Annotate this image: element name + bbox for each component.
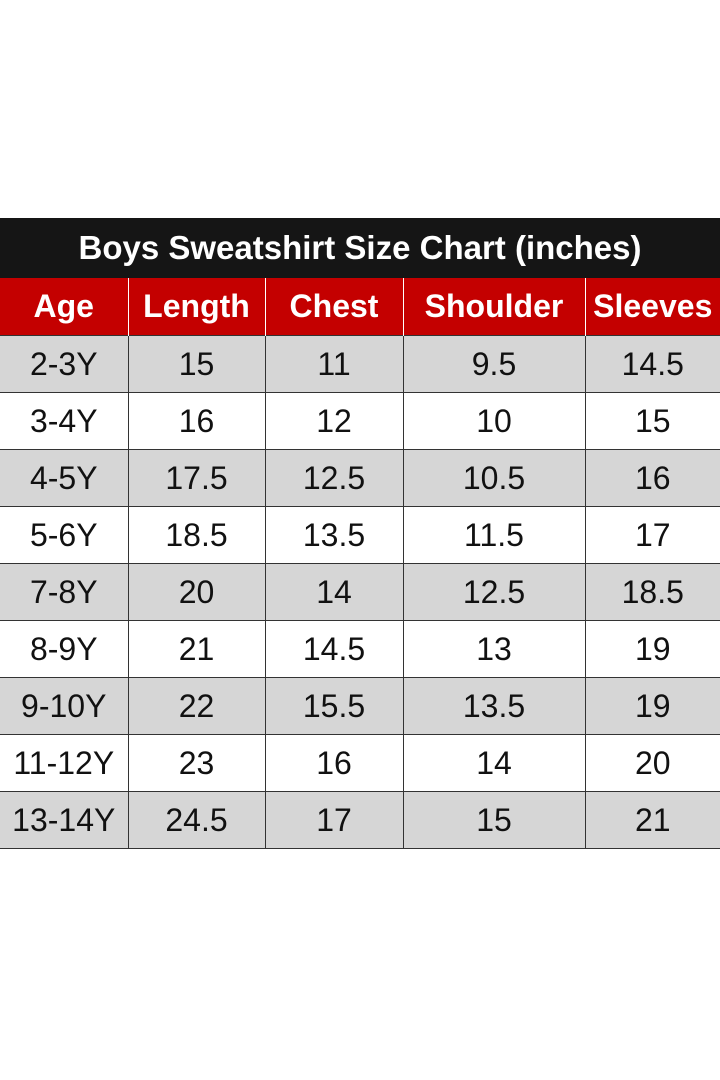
table-row: 2-3Y 15 11 9.5 14.5	[0, 335, 720, 393]
age-cell: 4-5Y	[0, 449, 129, 507]
table-row: 8-9Y 21 14.5 13 19	[0, 620, 720, 678]
header-age: Age	[0, 278, 129, 336]
sleeves-cell: 16	[584, 449, 720, 507]
table-row: 3-4Y 16 12 10 15	[0, 392, 720, 450]
length-cell: 22	[127, 677, 266, 735]
shoulder-cell: 13.5	[402, 677, 586, 735]
age-cell: 8-9Y	[0, 620, 129, 678]
chest-cell: 11	[264, 335, 404, 393]
shoulder-cell: 10.5	[402, 449, 586, 507]
table-header: Age Length Chest Shoulder Sleeves	[0, 278, 720, 336]
sleeves-cell: 19	[584, 677, 720, 735]
age-cell: 3-4Y	[0, 392, 129, 450]
size-table: Age Length Chest Shoulder Sleeves 2-3Y 15…	[0, 278, 720, 849]
table-row: 13-14Y 24.5 17 15 21	[0, 791, 720, 849]
chest-cell: 12	[264, 392, 404, 450]
chart-title: Boys Sweatshirt Size Chart (inches)	[0, 218, 720, 278]
age-cell: 11-12Y	[0, 734, 129, 792]
header-chest: Chest	[264, 278, 404, 336]
chest-cell: 17	[264, 791, 404, 849]
length-cell: 21	[127, 620, 266, 678]
sleeves-cell: 19	[584, 620, 720, 678]
length-cell: 15	[127, 335, 266, 393]
header-shoulder: Shoulder	[402, 278, 586, 336]
age-cell: 9-10Y	[0, 677, 129, 735]
chest-cell: 13.5	[264, 506, 404, 564]
shoulder-cell: 10	[402, 392, 586, 450]
length-cell: 23	[127, 734, 266, 792]
chest-cell: 14	[264, 563, 404, 621]
header-sleeves: Sleeves	[584, 278, 720, 336]
sleeves-cell: 15	[584, 392, 720, 450]
shoulder-cell: 9.5	[402, 335, 586, 393]
length-cell: 17.5	[127, 449, 266, 507]
shoulder-cell: 14	[402, 734, 586, 792]
age-cell: 2-3Y	[0, 335, 129, 393]
sleeves-cell: 20	[584, 734, 720, 792]
chest-cell: 14.5	[264, 620, 404, 678]
length-cell: 24.5	[127, 791, 266, 849]
age-cell: 13-14Y	[0, 791, 129, 849]
shoulder-cell: 12.5	[402, 563, 586, 621]
header-length: Length	[127, 278, 266, 336]
size-chart: Boys Sweatshirt Size Chart (inches) Age …	[0, 218, 720, 849]
length-cell: 16	[127, 392, 266, 450]
table-row: 4-5Y 17.5 12.5 10.5 16	[0, 449, 720, 507]
shoulder-cell: 13	[402, 620, 586, 678]
chest-cell: 16	[264, 734, 404, 792]
sleeves-cell: 14.5	[584, 335, 720, 393]
table-row: 11-12Y 23 16 14 20	[0, 734, 720, 792]
age-cell: 5-6Y	[0, 506, 129, 564]
table-body: 2-3Y 15 11 9.5 14.5 3-4Y 16 12 10 15 4-5Y 17.5 12.5 1…	[0, 335, 720, 849]
sleeves-cell: 18.5	[584, 563, 720, 621]
table-row: 9-10Y 22 15.5 13.5 19	[0, 677, 720, 735]
sleeves-cell: 17	[584, 506, 720, 564]
length-cell: 18.5	[127, 506, 266, 564]
header-row: Age Length Chest Shoulder Sleeves	[0, 278, 720, 336]
shoulder-cell: 11.5	[402, 506, 586, 564]
shoulder-cell: 15	[402, 791, 586, 849]
sleeves-cell: 21	[584, 791, 720, 849]
chest-cell: 12.5	[264, 449, 404, 507]
age-cell: 7-8Y	[0, 563, 129, 621]
length-cell: 20	[127, 563, 266, 621]
table-row: 7-8Y 20 14 12.5 18.5	[0, 563, 720, 621]
chest-cell: 15.5	[264, 677, 404, 735]
table-row: 5-6Y 18.5 13.5 11.5 17	[0, 506, 720, 564]
